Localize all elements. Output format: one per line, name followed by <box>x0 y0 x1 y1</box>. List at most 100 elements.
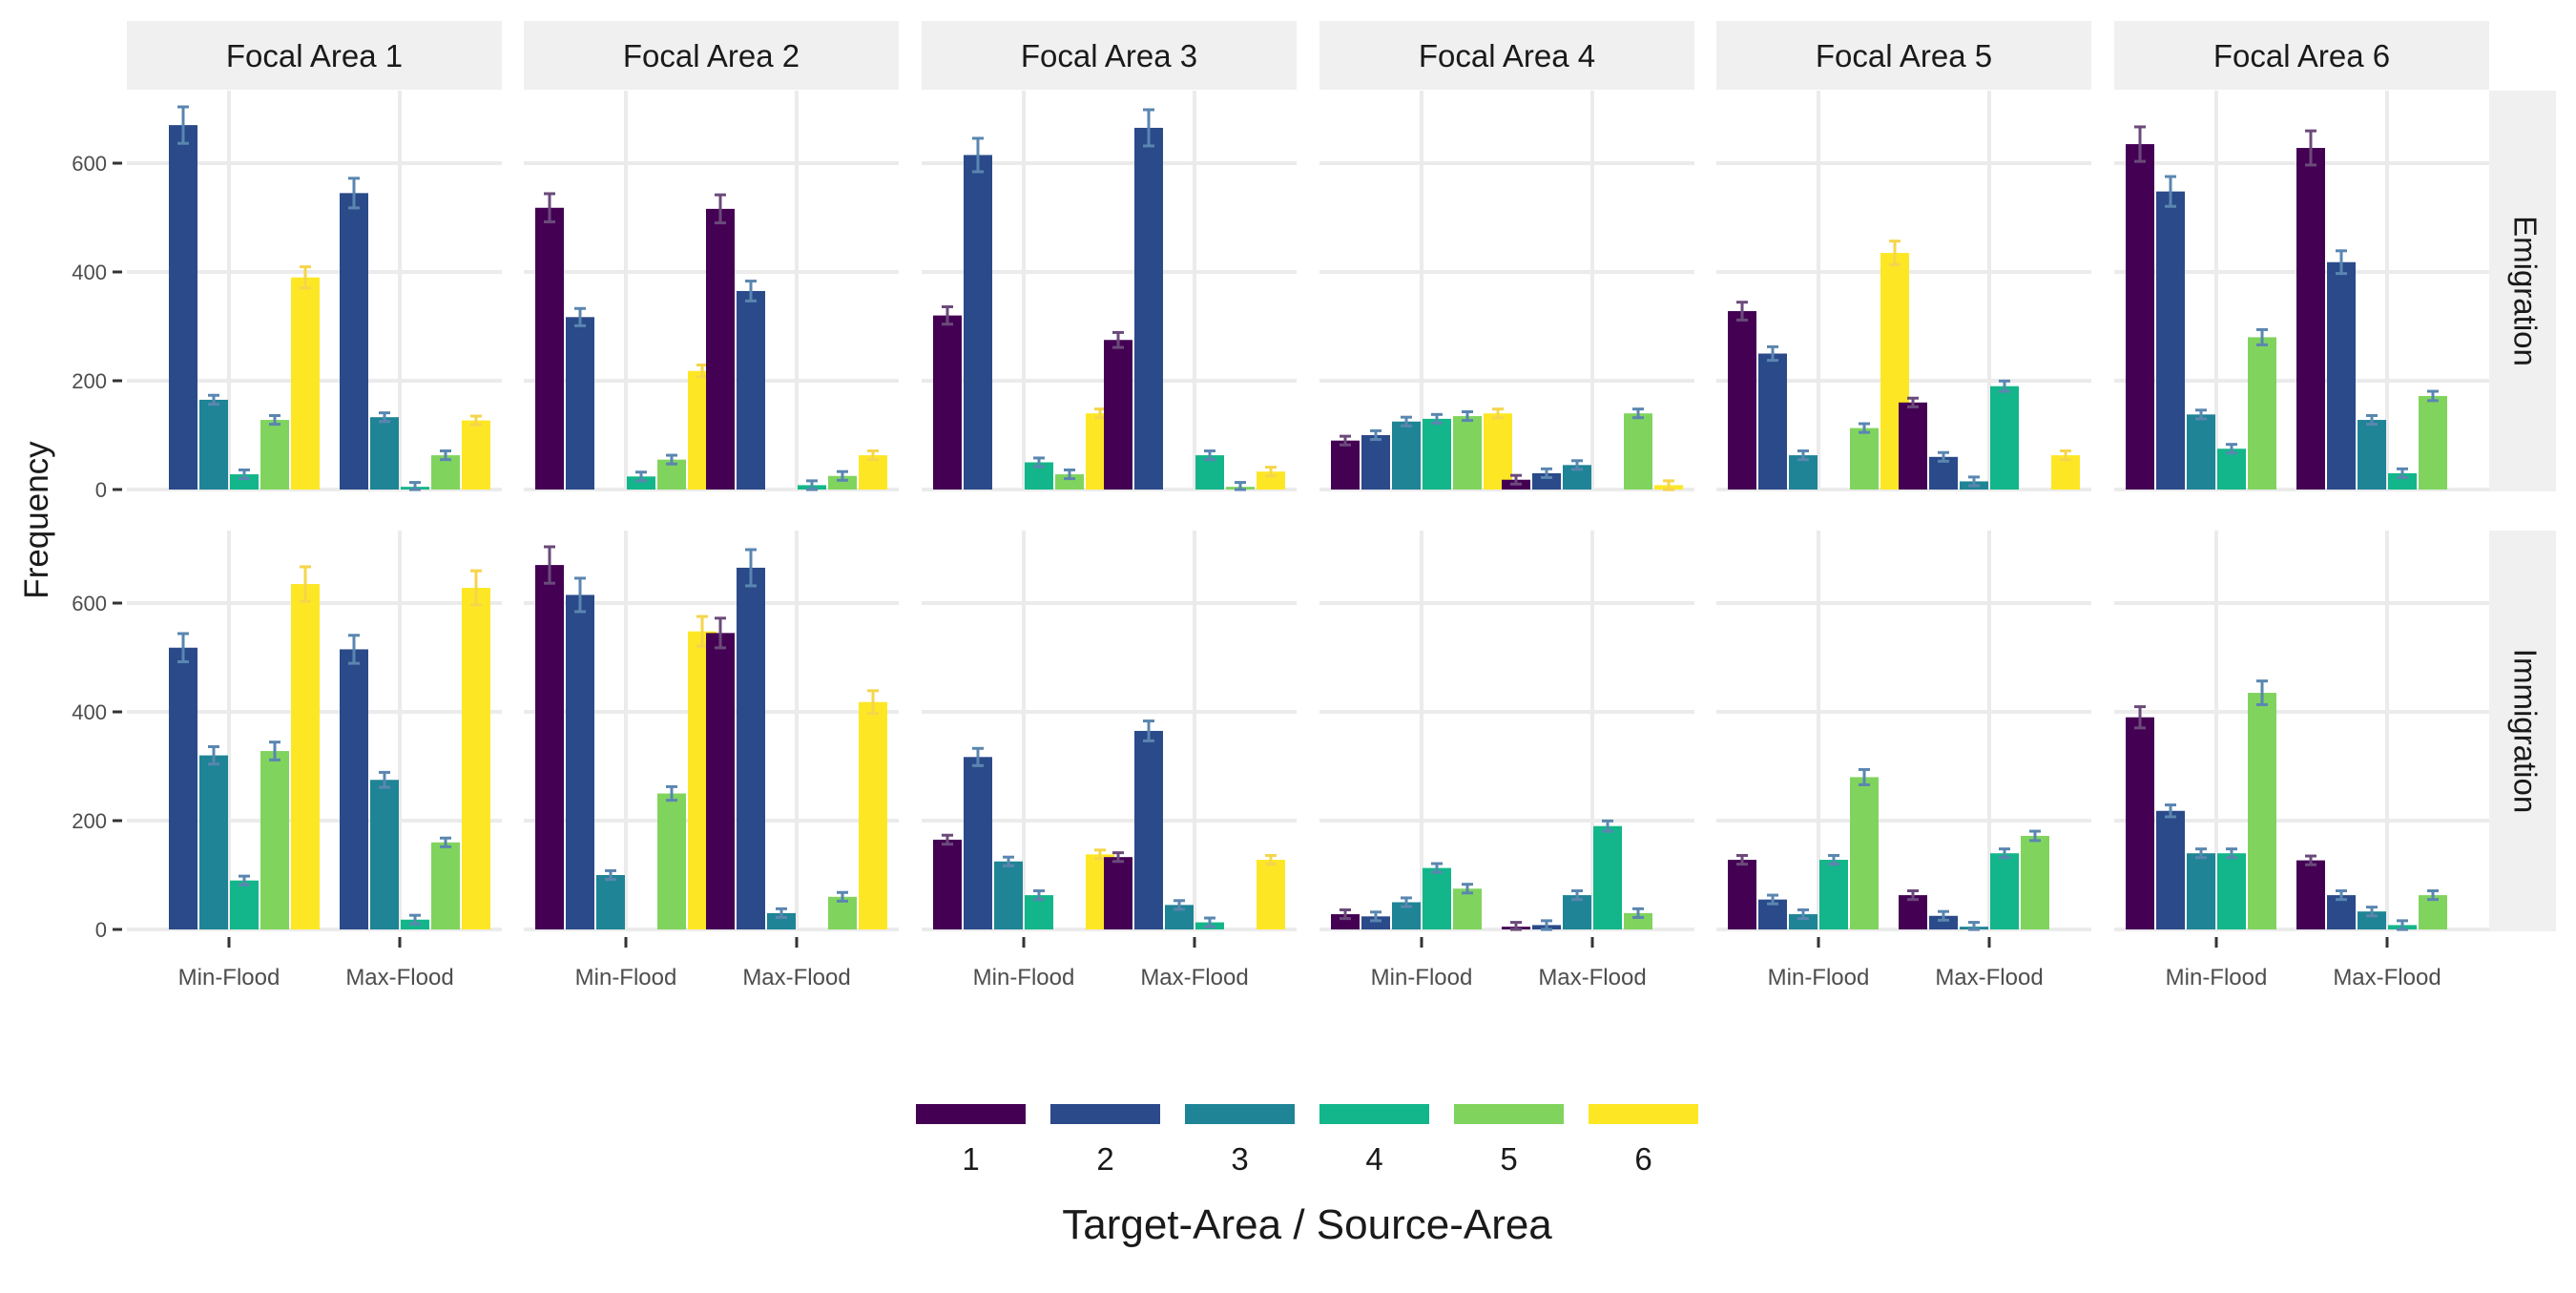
bar-emigration-focal-area-5-max-flood-series-4 <box>1990 386 2019 490</box>
bar-immigration-focal-area-5-max-flood-series-4 <box>1990 853 2019 929</box>
y-tick-label: 400 <box>72 700 107 724</box>
row-strip-immigration <box>2489 531 2556 931</box>
bar-immigration-focal-area-3-max-flood-series-2 <box>1134 730 1163 929</box>
bar-emigration-focal-area-6-max-flood-series-2 <box>2327 261 2356 490</box>
bar-emigration-focal-area-1-max-flood-series-6 <box>462 420 490 490</box>
bar-immigration-focal-area-2-min-flood-series-2 <box>566 594 594 929</box>
legend-label: 6 <box>1634 1141 1652 1177</box>
bar-emigration-focal-area-6-max-flood-series-3 <box>2358 420 2386 490</box>
facet-label: Focal Area 6 <box>2213 38 2390 73</box>
bar-emigration-focal-area-5-max-flood-series-1 <box>1899 402 1927 490</box>
bar-emigration-focal-area-6-max-flood-series-5 <box>2419 395 2447 490</box>
row-label: Immigration <box>2507 649 2543 813</box>
bar-immigration-focal-area-2-min-flood-series-1 <box>535 565 564 929</box>
bar-immigration-focal-area-3-max-flood-series-6 <box>1257 860 1285 929</box>
bar-immigration-focal-area-2-min-flood-series-5 <box>657 793 686 929</box>
legend-title: Target-Area / Source-Area <box>1062 1201 1552 1248</box>
x-tick-label: Max-Flood <box>1140 965 1248 991</box>
y-tick-label: 600 <box>72 152 107 176</box>
row-label: Emigration <box>2507 216 2543 366</box>
x-tick-label: Max-Flood <box>1935 965 2043 991</box>
x-tick-label: Max-Flood <box>742 965 850 991</box>
facet-strip-focal-area-6 <box>2114 21 2489 90</box>
legend-swatch-1 <box>916 1104 1026 1124</box>
x-tick-label: Min-Flood <box>1768 965 1870 991</box>
bar-immigration-focal-area-6-min-flood-series-4 <box>2217 853 2246 929</box>
bar-emigration-focal-area-4-min-flood-series-1 <box>1331 440 1360 490</box>
facet-label: Focal Area 3 <box>1021 38 1197 73</box>
x-tick-label: Min-Flood <box>2166 965 2268 991</box>
bar-emigration-focal-area-4-max-flood-series-2 <box>1532 472 1561 490</box>
bar-immigration-focal-area-2-max-flood-series-2 <box>737 567 765 929</box>
bar-emigration-focal-area-3-max-flood-series-1 <box>1104 340 1132 490</box>
bar-emigration-focal-area-2-min-flood-series-2 <box>566 317 594 490</box>
bar-immigration-focal-area-5-max-flood-series-2 <box>1929 915 1958 929</box>
bar-emigration-focal-area-4-min-flood-series-4 <box>1423 418 1451 490</box>
bar-emigration-focal-area-1-min-flood-series-4 <box>230 474 259 490</box>
bar-immigration-focal-area-1-min-flood-series-2 <box>169 647 197 929</box>
bar-emigration-focal-area-4-min-flood-series-5 <box>1453 416 1482 490</box>
bar-emigration-focal-area-1-min-flood-series-2 <box>169 125 197 490</box>
bar-emigration-focal-area-1-min-flood-series-5 <box>260 420 289 490</box>
bar-emigration-focal-area-6-min-flood-series-4 <box>2217 448 2246 490</box>
facet-strip-focal-area-1 <box>127 21 502 90</box>
legend-swatch-3 <box>1185 1104 1295 1124</box>
y-tick-label: 600 <box>72 592 107 615</box>
bar-emigration-focal-area-3-min-flood-series-5 <box>1055 474 1084 490</box>
facet-strip-focal-area-4 <box>1319 21 1694 90</box>
bar-immigration-focal-area-1-min-flood-series-6 <box>291 584 320 929</box>
bar-emigration-focal-area-1-max-flood-series-2 <box>340 193 368 490</box>
y-tick-label: 0 <box>95 478 107 502</box>
bar-immigration-focal-area-2-max-flood-series-3 <box>767 912 796 929</box>
bar-emigration-focal-area-6-min-flood-series-2 <box>2156 191 2185 490</box>
legend-label: 2 <box>1096 1141 1113 1177</box>
row-strip-emigration <box>2489 91 2556 491</box>
bar-immigration-focal-area-1-max-flood-series-3 <box>370 780 399 929</box>
legend-label: 5 <box>1500 1141 1517 1177</box>
bar-immigration-focal-area-5-min-flood-series-5 <box>1850 777 1879 929</box>
bar-emigration-focal-area-6-min-flood-series-1 <box>2126 144 2154 490</box>
bar-immigration-focal-area-6-max-flood-series-1 <box>2296 860 2325 929</box>
facet-strip-focal-area-3 <box>922 21 1297 90</box>
facet-strip-focal-area-5 <box>1716 21 2091 90</box>
legend-label: 4 <box>1365 1141 1382 1177</box>
bar-immigration-focal-area-6-min-flood-series-5 <box>2248 693 2276 929</box>
bar-emigration-focal-area-6-min-flood-series-5 <box>2248 337 2276 490</box>
facet-label: Focal Area 5 <box>1816 38 1992 73</box>
bar-immigration-focal-area-2-min-flood-series-3 <box>596 875 625 929</box>
bar-immigration-focal-area-2-max-flood-series-6 <box>859 701 887 929</box>
bar-immigration-focal-area-6-max-flood-series-3 <box>2358 911 2386 929</box>
bar-immigration-focal-area-4-max-flood-series-4 <box>1593 825 1622 929</box>
legend-label: 1 <box>962 1141 979 1177</box>
legend-swatch-2 <box>1050 1104 1160 1124</box>
bar-emigration-focal-area-6-max-flood-series-1 <box>2296 148 2325 490</box>
bar-immigration-focal-area-6-min-flood-series-1 <box>2126 717 2154 929</box>
bar-emigration-focal-area-5-min-flood-series-2 <box>1758 353 1787 490</box>
bar-immigration-focal-area-3-max-flood-series-1 <box>1104 857 1132 929</box>
x-tick-label: Max-Flood <box>2333 965 2441 991</box>
bar-immigration-focal-area-3-min-flood-series-3 <box>994 861 1023 929</box>
legend-swatch-6 <box>1589 1104 1698 1124</box>
bar-emigration-focal-area-2-min-flood-series-4 <box>627 476 655 490</box>
bar-immigration-focal-area-5-max-flood-series-5 <box>2021 835 2049 929</box>
bar-immigration-focal-area-6-min-flood-series-2 <box>2156 810 2185 929</box>
bar-immigration-focal-area-3-min-flood-series-1 <box>933 839 962 929</box>
bar-immigration-focal-area-4-min-flood-series-4 <box>1423 867 1451 929</box>
y-axis-title: Frequency <box>18 441 55 599</box>
bar-immigration-focal-area-3-min-flood-series-2 <box>964 757 992 929</box>
bar-emigration-focal-area-3-min-flood-series-1 <box>933 315 962 490</box>
bar-emigration-focal-area-5-min-flood-series-1 <box>1728 311 1756 490</box>
y-tick-label: 0 <box>95 918 107 942</box>
bar-emigration-focal-area-6-max-flood-series-4 <box>2388 472 2417 490</box>
bar-immigration-focal-area-1-min-flood-series-3 <box>199 755 228 929</box>
legend-swatch-5 <box>1454 1104 1564 1124</box>
bar-emigration-focal-area-2-max-flood-series-2 <box>737 290 765 490</box>
bar-immigration-focal-area-5-min-flood-series-4 <box>1819 860 1848 929</box>
x-tick-label: Min-Flood <box>973 965 1075 991</box>
bar-immigration-focal-area-4-min-flood-series-1 <box>1331 914 1360 929</box>
facet-label: Focal Area 1 <box>226 38 403 73</box>
bar-emigration-focal-area-2-max-flood-series-1 <box>706 208 735 490</box>
x-tick-label: Max-Flood <box>345 965 453 991</box>
bar-emigration-focal-area-1-max-flood-series-3 <box>370 417 399 490</box>
